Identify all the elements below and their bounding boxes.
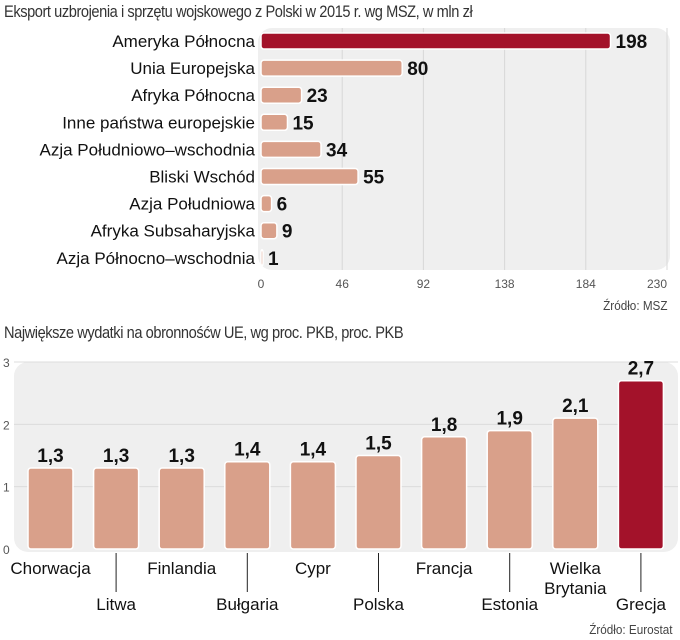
x-tick-label: 92 <box>417 277 431 291</box>
x-tick-label: 0 <box>258 277 265 291</box>
category-label: Estonia <box>481 595 538 614</box>
category-label: Cypr <box>295 559 331 578</box>
export-bar-chart: 0 46 92 138 184 230 Ameryka Północna 198 Unia Eu… <box>40 28 670 291</box>
y-tick-label: 2 <box>3 418 10 432</box>
bar <box>289 460 337 550</box>
value-label: 80 <box>407 59 428 80</box>
value-label: 1,4 <box>300 440 327 461</box>
category-label: Brytania <box>544 579 607 598</box>
bar <box>260 194 273 213</box>
y-tick-label: 1 <box>3 481 10 495</box>
value-label: 1,3 <box>37 446 63 467</box>
bar <box>260 113 289 132</box>
category-label: Unia Europejska <box>130 59 255 78</box>
category-label: Bułgaria <box>216 595 279 614</box>
value-label: 9 <box>282 222 293 243</box>
category-label: Wielka <box>550 559 602 578</box>
bar <box>158 467 205 550</box>
x-tick-label: 230 <box>647 277 667 291</box>
value-label: 1,3 <box>168 446 194 467</box>
value-label: 6 <box>277 195 288 216</box>
bar <box>260 167 359 186</box>
chart2-source: Źródło: Eurostat <box>588 622 672 637</box>
x-tick-label: 138 <box>495 277 515 291</box>
value-label: 1,9 <box>496 409 522 430</box>
x-tick-label: 46 <box>336 277 350 291</box>
chart1-source: Źródło: MSZ <box>603 298 668 313</box>
category-label: Chorwacja <box>10 559 91 578</box>
value-label: 34 <box>326 140 348 161</box>
value-label: 23 <box>307 86 328 107</box>
bar <box>27 467 74 550</box>
chart1-panel <box>258 28 670 270</box>
category-label: Francja <box>416 559 473 578</box>
bar <box>260 249 264 267</box>
value-label: 1,4 <box>234 440 261 461</box>
value-label: 1,5 <box>365 434 392 455</box>
category-label: Bliski Wschód <box>149 168 255 187</box>
value-label: 2,1 <box>562 396 589 417</box>
category-label: Azja Południowo–wschodnia <box>40 140 256 159</box>
bar <box>260 140 322 159</box>
bar <box>260 86 303 104</box>
bar <box>92 467 140 550</box>
value-label: 198 <box>616 32 648 53</box>
category-label: Afryka Subsaharyjska <box>91 222 256 241</box>
x-tick-label: 184 <box>576 277 596 291</box>
category-label: Azja Północno–wschodnia <box>57 249 256 268</box>
chart2-title: Największe wydatki na obronnośćw UE, wg … <box>4 323 404 342</box>
category-label: Azja Południowa <box>129 195 255 214</box>
value-label: 1,8 <box>431 415 457 436</box>
category-label: Grecja <box>616 595 667 614</box>
bar <box>224 460 271 550</box>
bar <box>617 379 665 550</box>
value-label: 55 <box>363 168 385 189</box>
category-label: Polska <box>353 595 405 614</box>
y-tick-label: 0 <box>3 543 10 557</box>
bar <box>420 436 468 550</box>
bar <box>260 221 278 240</box>
y-tick-label: 3 <box>3 356 10 370</box>
chart1-title: Eksport uzbrojenia i sprzętu wojskowego … <box>4 2 473 21</box>
value-label: 2,7 <box>628 359 654 380</box>
category-label: Ameryka Północna <box>112 32 255 51</box>
value-label: 1,3 <box>103 446 129 467</box>
value-label: 15 <box>292 113 314 134</box>
bar <box>260 59 403 77</box>
category-label: Afryka Północna <box>131 86 255 105</box>
category-label: Finlandia <box>147 559 217 578</box>
bar <box>486 429 533 550</box>
bar <box>260 32 612 50</box>
bar <box>355 454 402 550</box>
category-label: Inne państwa europejskie <box>62 113 255 132</box>
value-label: 1 <box>268 249 279 270</box>
category-label: Litwa <box>96 595 136 614</box>
bar <box>552 417 599 550</box>
